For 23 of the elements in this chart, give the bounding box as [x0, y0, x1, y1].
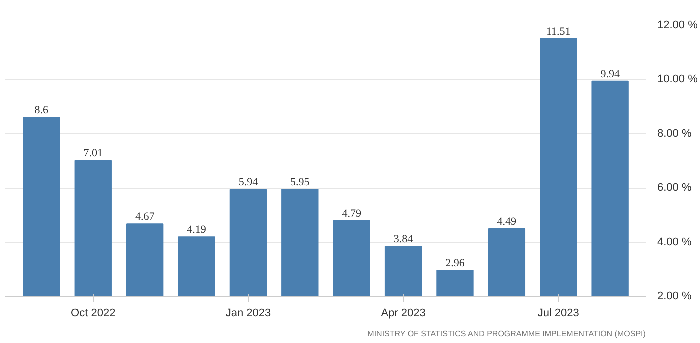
- data-label: 2.96: [446, 257, 466, 270]
- y-tick-label: 6.00 %: [658, 182, 692, 194]
- text: MINISTRY OF STATISTICS AND PROGRAMME IMPLEMENTATION (MOSPI): [368, 330, 646, 338]
- y-tick-label: 8.00 %: [658, 128, 692, 140]
- data-label: 9.94: [600, 68, 620, 80]
- y-tick-label: 2.00 %: [658, 290, 692, 302]
- data-label: 4.19: [187, 224, 207, 236]
- x-tick-label: Oct 2022: [71, 308, 116, 320]
- data-label: 5.94: [238, 176, 259, 189]
- data-label: 4.79: [342, 208, 362, 220]
- data-label: 5.95: [290, 176, 310, 188]
- data-label: 4.67: [135, 211, 156, 224]
- x-tick-label: Jul 2023: [538, 308, 580, 320]
- data-label: 8.6: [34, 104, 50, 117]
- y-tick-label: 12.00 %: [658, 20, 698, 32]
- y-tick-label: 10.00 %: [658, 74, 698, 86]
- data-label: 4.49: [497, 216, 518, 228]
- x-tick-label: Apr 2023: [381, 308, 426, 320]
- data-label: 11.51: [546, 26, 571, 38]
- data-label: 7.01: [84, 148, 104, 160]
- y-tick-label: 4.00 %: [658, 236, 692, 248]
- x-tick-label: Jan 2023: [226, 308, 272, 320]
- data-label: 3.84: [394, 234, 414, 246]
